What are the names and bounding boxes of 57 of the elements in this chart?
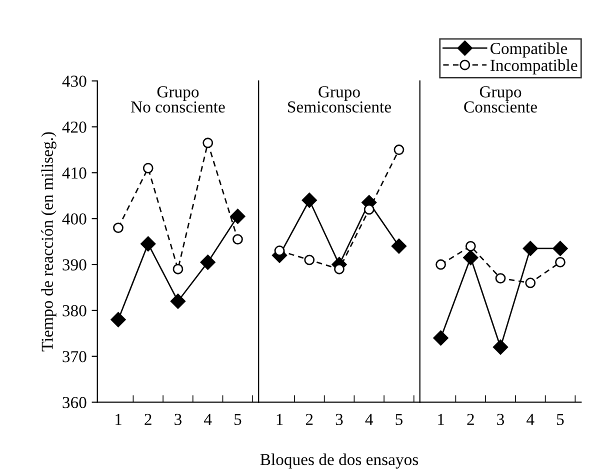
y-tick-label: 420 — [62, 122, 86, 133]
point — [364, 204, 374, 215]
point — [433, 330, 448, 346]
point — [110, 312, 126, 328]
point — [140, 236, 156, 252]
point — [522, 240, 538, 256]
x-tick-label: 5 — [557, 414, 564, 426]
x-tick-label: 5 — [234, 414, 242, 426]
point — [302, 192, 317, 208]
y-axis-title: Tiempo de reacción (en miliseg.) — [41, 132, 56, 352]
point — [172, 264, 184, 274]
x-tick-label: 1 — [438, 414, 444, 425]
x-axis-title: Bloques de dos ensayos — [260, 453, 418, 469]
point — [200, 254, 216, 270]
point — [495, 273, 506, 284]
y-tick-label: 370 — [62, 351, 86, 362]
x-tick-label: 2 — [144, 414, 152, 425]
text: Grupo Semiconsciente — [288, 86, 391, 113]
x-tick-label: 3 — [336, 414, 343, 426]
point — [436, 259, 446, 270]
x-tick-label: 3 — [497, 414, 504, 426]
x-tick-label: 3 — [174, 414, 182, 426]
y-tick-label: 410 — [62, 167, 86, 179]
point — [113, 222, 124, 234]
x-tick-label: 5 — [396, 414, 402, 426]
point — [465, 240, 476, 252]
x-tick-label: 1 — [116, 414, 122, 425]
legend-label: Incompatible — [490, 59, 578, 74]
point — [552, 240, 568, 256]
point — [304, 254, 315, 266]
point — [492, 340, 508, 355]
text: Grupo No consciente — [131, 86, 225, 113]
x-tick-label: 4 — [365, 414, 374, 425]
x-tick-label: 4 — [204, 414, 212, 425]
point — [555, 257, 566, 268]
x-tick-label: 2 — [306, 414, 313, 425]
y-tick-label: 400 — [62, 213, 86, 225]
y-tick-label: 390 — [62, 259, 86, 270]
y-tick-label: 380 — [62, 305, 86, 316]
point — [274, 246, 285, 256]
point — [232, 234, 243, 244]
point — [142, 162, 154, 174]
point — [170, 294, 186, 309]
text: Grupo Consciente — [464, 86, 537, 113]
point — [394, 144, 404, 155]
point — [230, 208, 246, 224]
x-tick-label: 4 — [526, 414, 534, 425]
y-tick-label: 360 — [62, 396, 86, 408]
point — [334, 264, 344, 274]
point — [202, 138, 214, 148]
y-tick-label: 430 — [62, 76, 86, 87]
x-tick-label: 1 — [276, 414, 283, 425]
point — [525, 278, 536, 288]
point — [391, 238, 407, 254]
x-tick-label: 2 — [467, 414, 474, 425]
point — [463, 250, 478, 266]
legend-label: Compatible — [490, 42, 568, 58]
